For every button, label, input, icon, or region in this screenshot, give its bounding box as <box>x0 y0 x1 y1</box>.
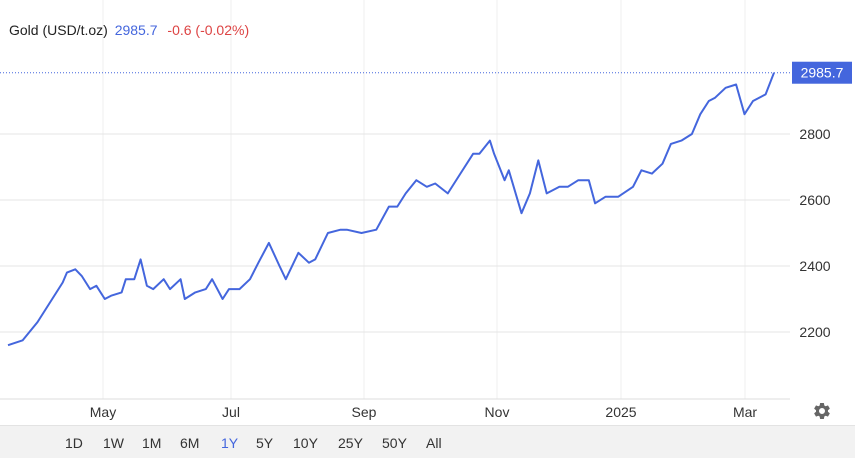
x-tick-label: Jul <box>222 404 240 420</box>
y-tick-label: 2800 <box>799 126 830 142</box>
series-line <box>7 72 775 347</box>
price-chart: 2200 2400 2600 2800 May Jul Sep Nov 2025 Mar 298… <box>0 0 852 420</box>
y-tick-label: 2600 <box>799 192 830 208</box>
x-tick-label: 2025 <box>605 404 636 420</box>
x-tick-label: Mar <box>733 404 757 420</box>
last-price-tag: 2985.7 <box>792 61 852 84</box>
range-selector: 1D 1W 1M 6M 1Y 5Y 10Y 25Y 50Y All <box>0 425 855 458</box>
range-1y[interactable]: 1Y <box>221 435 239 451</box>
current-price: 2985.7 <box>114 22 158 38</box>
range-1m[interactable]: 1M <box>142 435 162 451</box>
instrument-title: Gold (USD/t.oz) <box>9 22 108 38</box>
y-tick-label: 2400 <box>799 258 830 274</box>
x-tick-label: May <box>90 404 116 420</box>
price-change: -0.6 (-0.02%) <box>167 22 250 38</box>
range-10y[interactable]: 10Y <box>293 435 318 451</box>
gear-icon[interactable] <box>812 401 832 421</box>
range-all[interactable]: All <box>426 435 442 451</box>
range-6m[interactable]: 6M <box>180 435 200 451</box>
x-tick-label: Sep <box>352 404 377 420</box>
range-50y[interactable]: 50Y <box>382 435 407 451</box>
range-1d[interactable]: 1D <box>65 435 83 451</box>
chart-header: Gold (USD/t.oz) 2985.7 -0.6 (-0.02%) <box>9 22 249 38</box>
y-tick-label: 2200 <box>799 324 830 340</box>
last-price-label: 2985.7 <box>801 65 844 81</box>
range-25y[interactable]: 25Y <box>338 435 363 451</box>
range-5y[interactable]: 5Y <box>256 435 274 451</box>
range-1w[interactable]: 1W <box>103 435 124 451</box>
x-tick-label: Nov <box>485 404 510 420</box>
